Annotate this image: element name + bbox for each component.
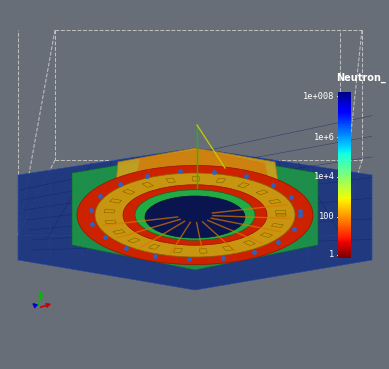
Text: 100: 100 — [319, 212, 335, 221]
Polygon shape — [223, 246, 233, 251]
Ellipse shape — [77, 165, 313, 265]
Polygon shape — [72, 152, 318, 270]
Polygon shape — [260, 233, 273, 238]
Polygon shape — [269, 199, 281, 204]
Polygon shape — [192, 177, 199, 181]
Polygon shape — [238, 183, 249, 188]
Polygon shape — [110, 199, 122, 203]
Polygon shape — [256, 190, 268, 195]
Polygon shape — [18, 148, 372, 290]
Polygon shape — [149, 244, 159, 249]
Polygon shape — [142, 182, 153, 187]
Text: 1e+008: 1e+008 — [303, 92, 335, 101]
Polygon shape — [105, 220, 116, 224]
Polygon shape — [135, 149, 270, 198]
Text: 1e+6: 1e+6 — [314, 132, 335, 142]
Polygon shape — [113, 230, 125, 234]
Polygon shape — [104, 210, 115, 213]
Polygon shape — [244, 240, 255, 245]
Polygon shape — [166, 178, 175, 183]
Polygon shape — [276, 214, 286, 217]
Text: Neutron_: Neutron_ — [336, 72, 385, 83]
Polygon shape — [123, 189, 135, 194]
Polygon shape — [173, 248, 182, 253]
Polygon shape — [216, 178, 226, 183]
Ellipse shape — [95, 173, 295, 257]
Ellipse shape — [135, 190, 255, 240]
Polygon shape — [275, 210, 286, 214]
Polygon shape — [272, 224, 283, 228]
Polygon shape — [128, 238, 140, 243]
Ellipse shape — [123, 185, 267, 245]
Text: 1e+4: 1e+4 — [314, 172, 335, 182]
Text: 1: 1 — [329, 251, 335, 259]
Ellipse shape — [145, 196, 245, 238]
Polygon shape — [115, 148, 280, 210]
Polygon shape — [199, 249, 207, 253]
